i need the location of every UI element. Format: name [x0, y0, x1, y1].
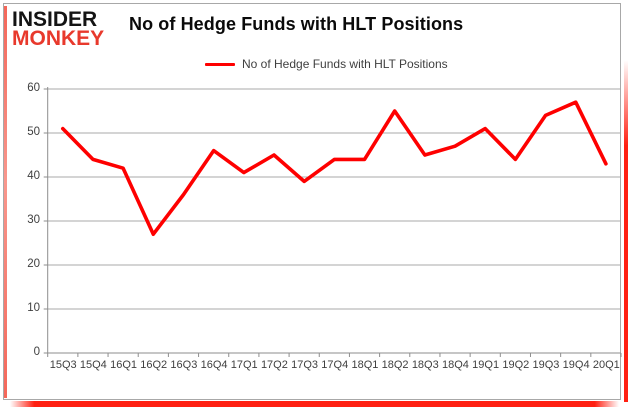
insider-monkey-logo: INSIDER MONKEY	[12, 8, 105, 51]
chart-title: No of Hedge Funds with HLT Positions	[129, 14, 464, 34]
x-tick-label: 15Q3	[49, 359, 77, 371]
x-tick-label: 18Q3	[411, 359, 439, 371]
x-tick-label: 16Q4	[200, 359, 228, 371]
x-tick-label: 18Q4	[441, 359, 469, 371]
logo-text-monkey: MONKEY	[12, 27, 105, 51]
x-tick-label: 16Q1	[110, 359, 137, 371]
chart-legend: No of Hedge Funds with HLT Positions	[205, 57, 448, 71]
logo-text-insider: INSIDER	[12, 8, 98, 31]
y-tick-label: 20	[27, 258, 40, 270]
x-tick-label: 18Q2	[381, 359, 409, 371]
x-tick-label: 16Q3	[170, 359, 198, 371]
y-tick-label: 10	[27, 302, 40, 314]
x-tick-label: 15Q4	[79, 359, 107, 371]
y-tick-label: 40	[27, 170, 40, 182]
x-tick-label: 16Q2	[140, 359, 168, 371]
y-tick-label: 30	[27, 214, 40, 226]
y-tick-label: 60	[27, 82, 40, 94]
legend-line-swatch	[205, 62, 235, 66]
x-tick-label: 19Q1	[472, 359, 500, 371]
x-tick-label: 17Q2	[260, 359, 288, 371]
x-tick-label: 17Q4	[321, 359, 349, 371]
x-tick-label: 17Q3	[291, 359, 319, 371]
y-tick-label: 50	[27, 126, 40, 138]
x-tick-label: 17Q1	[230, 359, 258, 371]
x-tick-label: 19Q4	[562, 359, 590, 371]
x-tick-label: 20Q1	[592, 359, 620, 371]
x-tick-label: 18Q1	[351, 359, 379, 371]
y-tick-label: 0	[33, 346, 40, 358]
legend-label: No of Hedge Funds with HLT Positions	[242, 57, 448, 71]
series-line-hedge-funds	[60, 100, 608, 236]
x-tick-label: 19Q2	[502, 359, 530, 371]
x-tick-label: 19Q3	[532, 359, 560, 371]
